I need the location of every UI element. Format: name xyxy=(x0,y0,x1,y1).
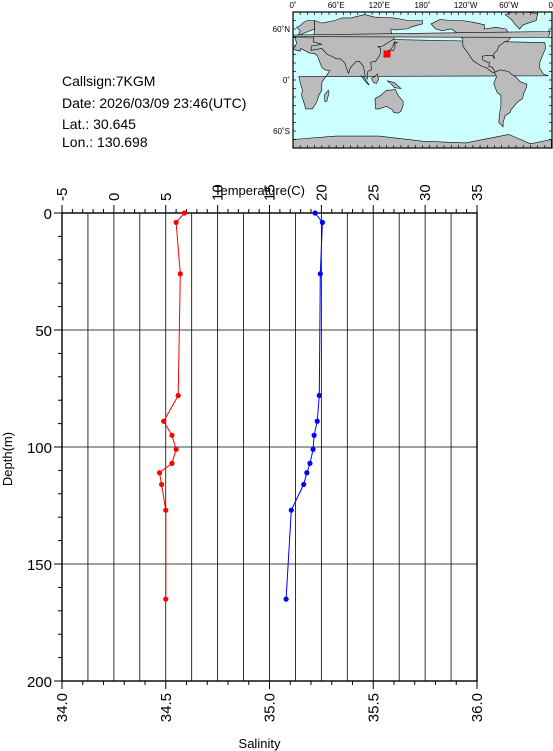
map-lon-label: 120˚W xyxy=(454,1,478,10)
top-tick-label: 0 xyxy=(106,193,123,201)
data-point xyxy=(314,418,320,424)
top-tick-label: 15 xyxy=(262,184,279,201)
bottom-tick-label: 35.5 xyxy=(365,693,382,722)
bottom-axis-title: Salinity xyxy=(239,736,281,751)
map-lon-label: 120˚E xyxy=(369,1,390,10)
data-point xyxy=(163,596,169,602)
longitude-text: Lon.: 130.698 xyxy=(62,134,148,150)
land-new-guinea xyxy=(387,80,402,89)
y-tick-label: 100 xyxy=(27,440,52,457)
map-frame xyxy=(292,11,553,149)
data-point xyxy=(301,481,307,488)
top-tick-label: 20 xyxy=(313,184,330,201)
data-point xyxy=(288,507,294,513)
series-line-0 xyxy=(158,212,185,600)
top-axis-title: Temperature(C) xyxy=(214,183,305,198)
data-point xyxy=(283,596,289,602)
top-tick-label: -5 xyxy=(54,188,71,201)
land-sumatra xyxy=(360,75,370,86)
top-tick-label: 25 xyxy=(365,184,382,201)
data-point xyxy=(173,219,179,225)
data-point xyxy=(310,446,316,452)
y-tick-label: 50 xyxy=(35,323,52,340)
data-point xyxy=(181,210,188,216)
data-point xyxy=(316,392,322,399)
data-point xyxy=(159,481,165,488)
callsign-text: Callsign:7KGM xyxy=(62,73,156,89)
data-point xyxy=(312,210,318,216)
series-line-1 xyxy=(285,212,323,600)
latitude-text: Lat.: 30.645 xyxy=(62,116,136,132)
y-tick-label: 150 xyxy=(27,557,52,574)
map-lat-label: 60˚N xyxy=(273,25,291,34)
data-point xyxy=(161,418,167,424)
data-point xyxy=(163,507,169,513)
date-text: Date: 2026/03/09 23:46(UTC) xyxy=(62,95,247,111)
top-tick-label: 35 xyxy=(469,184,486,201)
land-australia xyxy=(374,88,404,114)
land-madagascar xyxy=(324,89,330,102)
map-lon-label: 60˚W xyxy=(499,1,519,10)
bottom-tick-label: 34.0 xyxy=(54,693,71,722)
data-point xyxy=(319,219,326,225)
data-point xyxy=(169,460,175,466)
top-tick-label: 10 xyxy=(210,184,227,201)
data-point xyxy=(175,392,181,399)
map-lat-label: 60˚S xyxy=(273,127,290,136)
data-point xyxy=(156,470,163,476)
map-lat-label: 0˚ xyxy=(283,76,290,85)
map-lon-label: 0˚ xyxy=(289,1,296,10)
station-marker xyxy=(383,50,391,58)
world-map: 0˚ 60˚E 120˚E 180˚ 120˚W 60˚W 0˚ 60˚N 0˚ 60˚S xyxy=(273,1,553,149)
map-lon-label: 0˚ xyxy=(548,1,553,10)
bottom-tick-label: 36.0 xyxy=(469,693,486,722)
top-tick-label: 5 xyxy=(158,193,175,201)
y-tick-label: 0 xyxy=(44,206,52,223)
data-point xyxy=(311,432,317,438)
bottom-tick-label: 34.5 xyxy=(158,693,175,722)
land-borneo xyxy=(370,73,379,84)
data-point xyxy=(307,460,313,466)
y-axis-title: Depth(m) xyxy=(0,432,15,486)
y-tick-label: 200 xyxy=(27,674,52,691)
map-lon-label: 180˚ xyxy=(414,1,430,10)
map-lon-label: 60˚E xyxy=(328,1,345,10)
land-britain xyxy=(292,30,551,38)
data-point xyxy=(173,446,179,452)
data-point xyxy=(169,432,175,438)
top-tick-label: 30 xyxy=(417,184,434,201)
data-point xyxy=(177,271,183,277)
bottom-tick-label: 35.0 xyxy=(262,693,279,722)
data-point xyxy=(317,271,323,277)
land-south-america xyxy=(493,69,528,128)
data-point xyxy=(304,470,310,476)
